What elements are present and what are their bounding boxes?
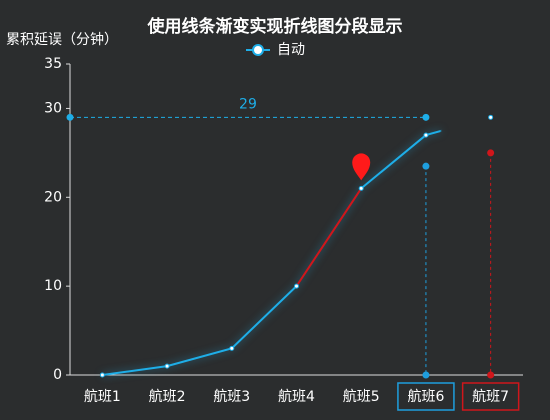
x-tick-label: 航班1: [84, 389, 121, 405]
category-box: [461, 382, 520, 411]
chart-title: 使用线条渐变实现折线图分段显示: [147, 16, 403, 37]
x-tick-label: 航班4: [278, 389, 315, 405]
legend-label: 自动: [277, 42, 305, 58]
point: [358, 185, 364, 191]
y-axis-label: 累积延误（分钟）: [6, 31, 118, 48]
point: [294, 283, 299, 289]
x-tick-label: 航班2: [149, 389, 186, 405]
point: [99, 372, 105, 378]
mark-line-end: [422, 113, 430, 121]
mark-point: [352, 153, 371, 181]
mark-line-label: 29: [239, 96, 257, 112]
point: [229, 345, 235, 351]
x-tick-label: 航班5: [343, 389, 380, 405]
y-tick-label: 30: [44, 100, 62, 116]
y-tick-label: 35: [44, 56, 62, 72]
x-tick-label: 航班3: [213, 389, 250, 405]
y-tick-label: 10: [44, 278, 62, 294]
vertical-mark-end: [487, 371, 495, 379]
y-tick-label: 20: [44, 189, 62, 205]
vertical-mark-end: [422, 371, 430, 379]
x-tick-label: 航班7: [472, 389, 509, 405]
vertical-mark-end: [487, 149, 495, 157]
legend-marker: [252, 44, 264, 56]
point: [488, 114, 494, 120]
y-tick-label: 0: [53, 367, 62, 383]
line: [102, 116, 491, 376]
point: [423, 132, 429, 138]
vertical-mark-end: [422, 162, 430, 170]
category-box: [397, 382, 455, 411]
point: [164, 363, 170, 369]
mark-line-end: [66, 113, 74, 121]
x-tick-label: 航班6: [407, 389, 444, 405]
